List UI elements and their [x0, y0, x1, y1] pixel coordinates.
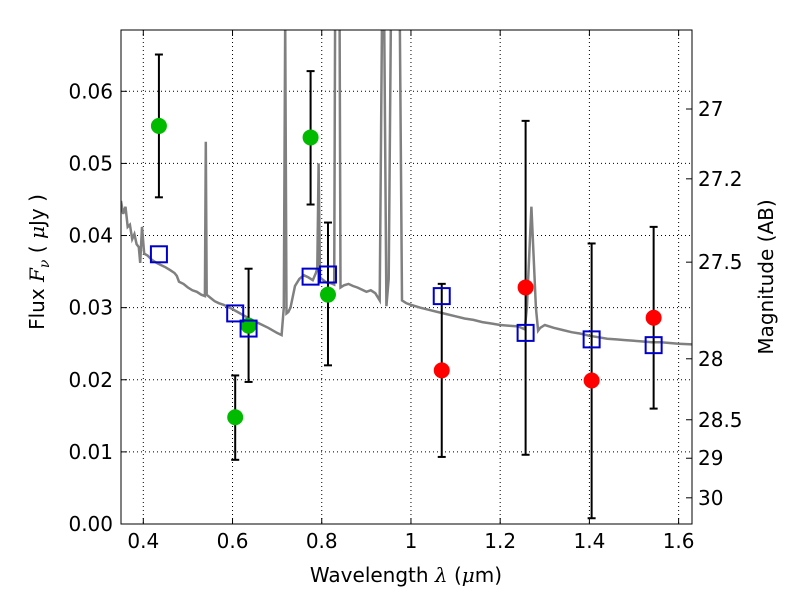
model-square-point [432, 287, 451, 306]
x-tick-label: 1 [405, 529, 418, 553]
model-square-point [226, 304, 245, 323]
y-tick-label: 0.04 [68, 224, 113, 248]
model-square-point [301, 267, 320, 286]
y2-tick-label: 29 [698, 446, 723, 470]
y-tick-label: 0.03 [68, 296, 113, 320]
green-circle-point [319, 286, 336, 303]
green-circle-point [227, 409, 244, 426]
y2-tick-label: 27.5 [698, 250, 743, 274]
model-square-point [318, 265, 337, 284]
error-bars [154, 53, 658, 520]
y-axis-label: Flux Fν ( μJy ) [25, 194, 53, 330]
y2-tick-label: 27.2 [698, 167, 743, 191]
red-circle-point [645, 309, 662, 326]
red-circle-point [583, 372, 600, 389]
model-square-point [644, 336, 663, 355]
x-axis-label: Wavelength λ (μm) [310, 563, 502, 587]
model-square-point [239, 319, 258, 338]
red-circle-point [517, 279, 534, 296]
y-tick-label: 0.02 [68, 368, 113, 392]
y-tick-label: 0.06 [68, 79, 113, 103]
x-tick-label: 0.8 [306, 529, 338, 553]
axis-ticks: 0.4 0.6 0.8 1 1.2 1.4 1.6 0.00 0.01 0.02 0.03 0.04 0… [68, 30, 743, 553]
x-tick-label: 1.2 [484, 529, 516, 553]
x-tick-label: 1.4 [573, 529, 605, 553]
green-circle-point [150, 117, 167, 134]
red-circle-point [433, 362, 450, 379]
green-circle-point [302, 129, 319, 146]
model-spectrum-line [121, 30, 692, 346]
model-square-point [149, 245, 168, 264]
data-points [149, 117, 663, 426]
y2-tick-label: 27 [698, 97, 723, 121]
y2-axis-label: Magnitude (AB) [754, 199, 778, 354]
x-tick-label: 0.6 [217, 529, 249, 553]
x-tick-label: 1.6 [663, 529, 695, 553]
model-square-point [582, 330, 601, 349]
y2-tick-label: 28 [698, 347, 723, 371]
plot-frame [120, 29, 693, 525]
y-tick-label: 0.00 [68, 512, 113, 536]
model-square-point [516, 323, 535, 342]
y-tick-label: 0.05 [68, 151, 113, 175]
y2-tick-label: 28.5 [698, 408, 743, 432]
x-tick-label: 0.4 [127, 529, 159, 553]
y2-tick-label: 30 [698, 486, 723, 510]
y-tick-label: 0.01 [68, 440, 113, 464]
